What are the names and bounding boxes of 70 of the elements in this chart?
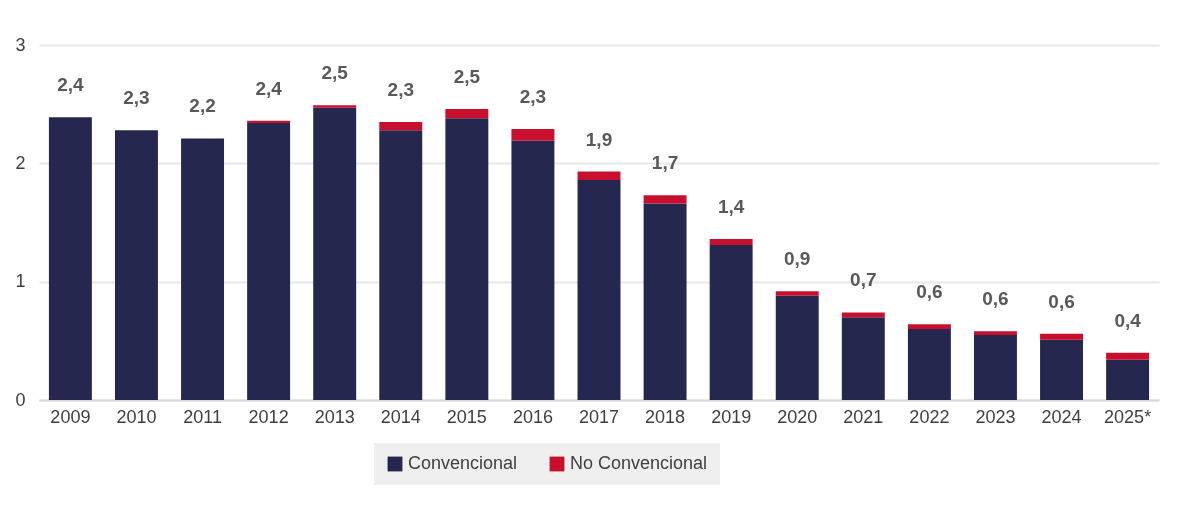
total-label: 0,6 [1048,290,1075,312]
bar [313,107,357,400]
bar [181,138,225,400]
total-label: 2,4 [255,77,283,99]
y-tick-label: 0 [15,389,26,410]
bar [775,291,819,296]
bar [1106,359,1150,400]
total-label: 2,3 [519,86,547,108]
bar [841,312,885,318]
x-tick-label: 2025* [1104,406,1152,427]
x-tick-label: 2018 [645,406,686,427]
bar [907,329,951,400]
y-tick-label: 2 [15,152,26,173]
x-tick-label: 2015 [446,406,487,427]
x-tick-label: 2019 [711,406,752,427]
legend-label: Convencional [408,453,518,473]
total-label: 2,5 [321,62,349,84]
x-tick-label: 2020 [777,406,818,427]
total-label: 1,7 [651,152,679,174]
x-tick-label: 2012 [248,406,289,427]
bar [643,203,687,400]
x-tick-label: 2024 [1041,406,1082,427]
total-label: 1,4 [717,196,745,218]
bar [445,118,489,400]
bar [709,244,753,400]
bar [577,179,621,400]
x-tick-label: 2022 [909,406,950,427]
total-label: 0,6 [982,288,1009,310]
bar [775,295,819,400]
bar [907,324,951,329]
x-tick-label: 2011 [183,406,222,427]
x-tick-label: 2016 [512,406,553,427]
bar [247,123,291,400]
bar [1040,333,1084,340]
x-tick-label: 2017 [578,406,620,427]
x-tick-label: 2010 [116,406,157,427]
bar [511,140,555,400]
bar [445,108,489,119]
total-label: 0,4 [1114,309,1142,331]
total-label: 2,3 [123,87,150,109]
x-tick-label: 2023 [975,406,1016,427]
x-tick-label: 2014 [380,406,421,427]
bar [511,129,555,141]
total-label: 0,9 [784,248,811,270]
x-tick-label: 2013 [314,406,355,427]
x-tick-label: 2021 [843,406,884,427]
bar [114,130,158,400]
total-label: 2,5 [453,65,481,87]
bar [841,317,885,400]
y-tick-label: 1 [15,271,26,292]
x-tick-label: 2009 [50,406,91,427]
bar [1106,352,1150,360]
bar [379,130,423,400]
bar [379,121,423,131]
total-label: 2,3 [387,78,414,100]
total-label: 0,6 [916,281,943,303]
bar [973,334,1017,400]
bar [709,239,753,245]
bar [48,117,92,400]
bar [1040,339,1084,400]
total-label: 2,4 [57,74,85,96]
bar [313,105,357,108]
total-label: 1,9 [585,128,613,150]
legend-label: No Convencional [570,453,708,473]
y-tick-label: 3 [15,34,26,55]
total-label: 2,2 [189,95,216,117]
bar [973,331,1017,335]
total-label: 0,7 [850,269,877,291]
bar [643,195,687,204]
bar [577,171,621,180]
